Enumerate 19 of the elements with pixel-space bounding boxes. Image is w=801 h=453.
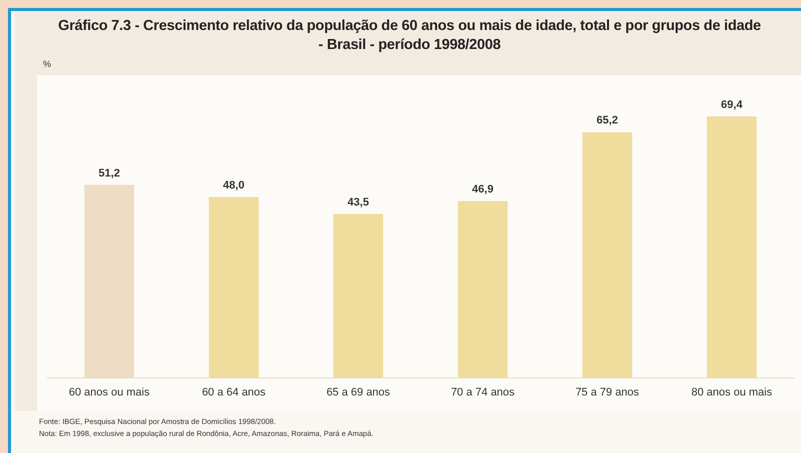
x-tick-label: 75 a 79 anos bbox=[575, 386, 640, 398]
x-tick-label: 60 anos ou mais bbox=[68, 386, 150, 398]
data-label: 51,2 bbox=[98, 167, 120, 180]
text: % bbox=[43, 59, 52, 69]
x-tick-label: 70 a 74 anos bbox=[450, 386, 516, 398]
bar bbox=[208, 196, 259, 378]
x-tick-label: 60 a 64 anos bbox=[202, 386, 266, 398]
bar bbox=[582, 132, 632, 378]
x-tick-label: 80 anos ou mais bbox=[691, 386, 773, 398]
data-label: 69,4 bbox=[721, 98, 744, 111]
data-label: 46,9 bbox=[472, 184, 494, 196]
bar bbox=[333, 214, 384, 378]
bar bbox=[706, 116, 757, 378]
data-label: 65,2 bbox=[596, 114, 618, 127]
chart-title: Gráfico 7.3 - Crescimento relativo da população de 60 anos ou mais de idade, total e por grupos de idade - Brasil - período 1998/2008 bbox=[57, 17, 762, 55]
data-label: 48,0 bbox=[223, 180, 244, 192]
bar bbox=[458, 201, 508, 378]
data-label: 43,5 bbox=[348, 196, 369, 208]
x-tick-label: 65 a 69 anos bbox=[326, 386, 391, 398]
